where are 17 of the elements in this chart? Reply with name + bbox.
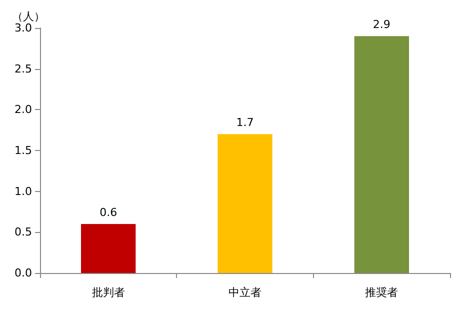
y-tick-label: 1.5	[14, 144, 32, 157]
data-label: 2.9	[372, 18, 390, 32]
y-tick-label: 2.0	[14, 103, 32, 116]
y-tick-label: 2.5	[14, 62, 32, 76]
y-axis-title: （人）	[12, 10, 45, 23]
data-label: 0.6	[100, 206, 118, 219]
x-tick-label: 中立者	[228, 286, 262, 299]
y-tick-label: 1.0	[14, 184, 32, 198]
data-label: 1.7	[236, 116, 254, 130]
y-tick-label: 0.0	[14, 266, 32, 280]
bar	[81, 224, 136, 273]
y-tick-label: 0.5	[14, 226, 32, 239]
bar	[354, 36, 409, 273]
x-tick-label: 批判者	[92, 286, 125, 299]
x-tick-label: 推奨者	[365, 286, 398, 299]
bar	[218, 134, 272, 273]
y-tick-label: 3.0	[14, 22, 32, 34]
